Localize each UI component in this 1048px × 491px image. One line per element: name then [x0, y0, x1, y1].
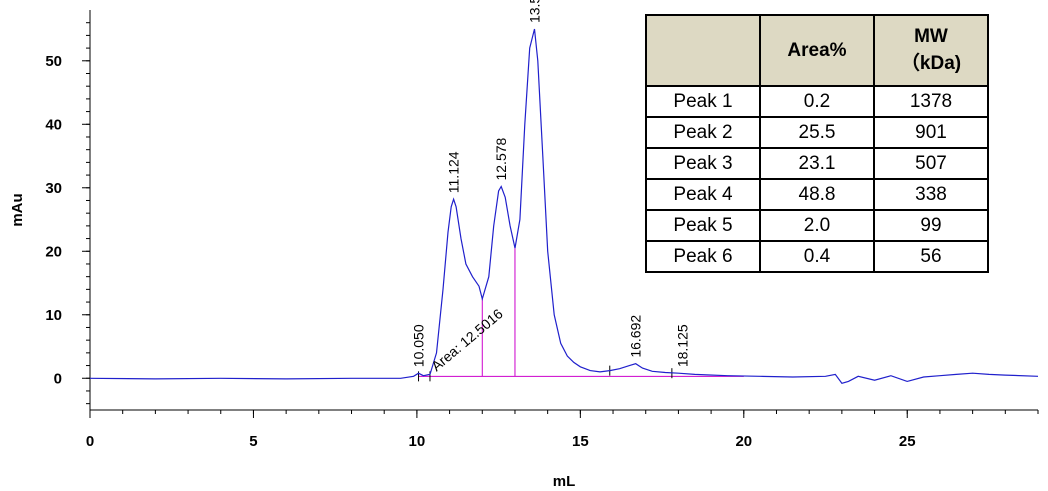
y-tick-label: 50: [45, 53, 62, 70]
peak-label: 10.050: [411, 324, 427, 367]
area-percent-cell: 23.1: [759, 147, 875, 180]
peak-name-cell: Peak 2: [645, 116, 761, 149]
table-row: Peak 2 25.5 901: [645, 116, 989, 149]
table-row: Peak 3 23.1 507: [645, 147, 989, 180]
peak-name-cell: Peak 4: [645, 178, 761, 211]
area-percent-cell: 0.2: [759, 85, 875, 118]
peak-table: Area% MW （kDa) Peak 1 0.2 1378 Peak 2 25.5 90…: [645, 14, 989, 273]
mw-cell: 901: [873, 116, 989, 149]
area-percent-cell: 2.0: [759, 209, 875, 242]
peak-label: 18.125: [675, 324, 691, 367]
table-header-row: Area% MW （kDa): [645, 14, 989, 87]
x-tick-label: 15: [572, 433, 589, 450]
header-area-percent: Area%: [759, 14, 875, 87]
peak-label: 13.598: [527, 0, 543, 23]
x-tick-label: 25: [899, 433, 916, 450]
area-percent-cell: 25.5: [759, 116, 875, 149]
peak-label: 12.578: [493, 137, 509, 180]
x-axis-label: mL: [553, 473, 576, 490]
header-mw: MW （kDa): [873, 14, 989, 87]
x-tick-label: 20: [735, 433, 752, 450]
table-row: Peak 4 48.8 338: [645, 178, 989, 211]
area-percent-cell: 48.8: [759, 178, 875, 211]
peak-name-cell: Peak 6: [645, 240, 761, 273]
y-axis-label: mAu: [9, 193, 26, 226]
table-row: Peak 5 2.0 99: [645, 209, 989, 242]
x-tick-label: 10: [409, 433, 426, 450]
area-percent-cell: 0.4: [759, 240, 875, 273]
header-mw-line2: （kDa): [900, 53, 962, 74]
mw-cell: 56: [873, 240, 989, 273]
axes: 0 5 10 15 20 25 0 10 20 30 40 50: [45, 10, 1039, 450]
y-tick-label: 30: [45, 180, 62, 197]
peak-name-cell: Peak 5: [645, 209, 761, 242]
header-empty-cell: [645, 14, 761, 87]
table-row: Peak 1 0.2 1378: [645, 85, 989, 118]
x-tick-label: 0: [86, 433, 94, 450]
y-tick-label: 40: [45, 116, 62, 133]
chromatogram-trace: [89, 28, 1039, 384]
peak-table-container: Area% MW （kDa) Peak 1 0.2 1378 Peak 2 25.5 90…: [645, 14, 989, 273]
peak-name-cell: Peak 3: [645, 147, 761, 180]
peak-label: 16.692: [628, 315, 644, 358]
mw-cell: 1378: [873, 85, 989, 118]
y-tick-label: 20: [45, 243, 62, 260]
x-tick-label: 5: [249, 433, 257, 450]
header-mw-line1: MW: [914, 26, 948, 47]
y-tick-label: 10: [45, 307, 62, 324]
y-tick-label: 0: [54, 370, 62, 387]
mw-cell: 338: [873, 178, 989, 211]
peak-label: 11.124: [446, 151, 462, 193]
mw-cell: 507: [873, 147, 989, 180]
peak-name-cell: Peak 1: [645, 85, 761, 118]
mw-cell: 99: [873, 209, 989, 242]
table-row: Peak 6 0.4 56: [645, 240, 989, 273]
